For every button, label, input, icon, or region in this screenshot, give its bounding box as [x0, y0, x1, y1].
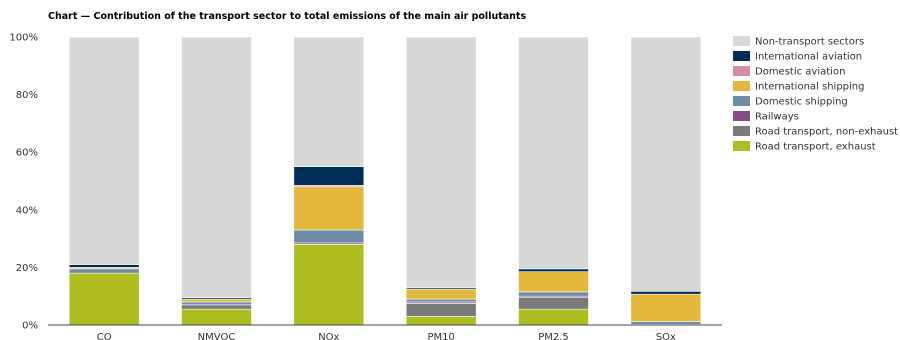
- bar-segment: [518, 36, 589, 270]
- x-tick-label: PM10: [427, 332, 454, 340]
- legend-swatch: [733, 126, 750, 136]
- y-tick-label: 40%: [16, 205, 38, 216]
- bar-segment: [518, 268, 589, 273]
- bar-segment: [518, 291, 589, 297]
- bar-segment: [630, 291, 702, 295]
- y-tick-label: 60%: [16, 148, 38, 159]
- x-tick-label: SOx: [656, 332, 676, 340]
- y-tick-label: 100%: [9, 33, 38, 44]
- bar-segment: [405, 316, 477, 326]
- bar-segment: [293, 244, 365, 326]
- bar-segment: [68, 272, 140, 326]
- bar-segment: [293, 166, 365, 186]
- x-tick-label: CO: [97, 332, 112, 340]
- bar-segment: [293, 186, 365, 231]
- bar-segment: [68, 264, 140, 268]
- legend-swatch: [733, 66, 750, 76]
- bar-segment: [518, 271, 589, 293]
- bar-segment: [68, 268, 140, 274]
- legend-label: International aviation: [755, 52, 862, 63]
- bar-segment: [181, 308, 252, 326]
- legend-swatch: [733, 111, 750, 121]
- bar-segment: [293, 229, 365, 244]
- bar-segment: [405, 298, 477, 303]
- bar-segment: [630, 321, 702, 325]
- legend-swatch: [733, 51, 750, 61]
- bar-segment: [518, 297, 589, 310]
- bar-segment: [405, 303, 477, 317]
- bar-segment: [181, 36, 252, 298]
- bar-segment: [518, 308, 589, 326]
- legend-label: International shipping: [755, 82, 865, 93]
- bar-segment: [68, 36, 140, 265]
- legend-label: Domestic shipping: [755, 97, 848, 108]
- x-tick-label: NOx: [318, 332, 339, 340]
- bar-segment: [405, 36, 477, 288]
- legend-swatch: [733, 141, 750, 151]
- legend-swatch: [733, 96, 750, 106]
- legend-label: Road transport, non-exhaust: [755, 127, 898, 138]
- bar-segment: [181, 304, 252, 310]
- legend-swatch: [733, 36, 750, 46]
- y-tick-label: 0%: [22, 321, 38, 332]
- chart-title: Chart — Contribution of the transport se…: [48, 11, 527, 22]
- bar-segment: [630, 293, 702, 322]
- legend-label: Non-transport sectors: [755, 37, 864, 48]
- x-tick-label: PM2.5: [538, 332, 569, 340]
- legend-swatch: [733, 81, 750, 91]
- bar-segment: [181, 298, 252, 303]
- bar-segment: [630, 36, 702, 292]
- y-tick-label: 20%: [16, 263, 38, 274]
- legend-label: Domestic aviation: [755, 67, 845, 78]
- legend-label: Railways: [755, 112, 799, 123]
- bar-segment: [181, 301, 252, 306]
- bar-segment: [405, 288, 477, 300]
- bar-segment: [293, 36, 365, 167]
- x-tick-label: NMVOC: [198, 332, 236, 340]
- y-tick-label: 80%: [16, 90, 38, 101]
- legend-label: Road transport, exhaust: [755, 142, 876, 153]
